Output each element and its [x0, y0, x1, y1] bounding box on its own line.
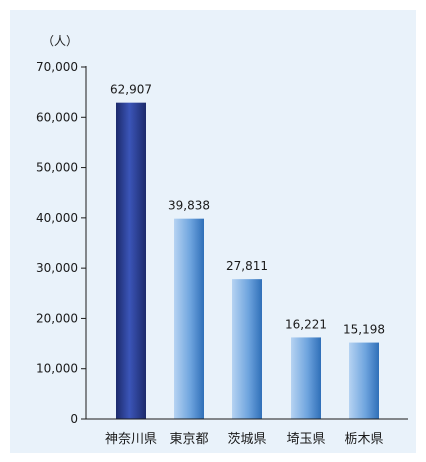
bar-value-label: 15,198: [343, 323, 385, 337]
bar: [349, 342, 379, 419]
bar: [291, 337, 321, 419]
y-tick-label: 0: [70, 412, 78, 426]
bar: [174, 218, 204, 419]
y-tick-label: 30,000: [36, 261, 78, 275]
bar-value-label: 62,907: [110, 83, 152, 97]
bar: [232, 279, 262, 419]
bar-value-label: 27,811: [226, 259, 268, 273]
y-tick-label: 50,000: [36, 161, 78, 175]
y-tick-label: 40,000: [36, 211, 78, 225]
y-axis-unit-label: （人）: [42, 34, 78, 48]
bar: [116, 102, 146, 419]
bar-value-label: 39,838: [168, 199, 210, 213]
chart-background: [10, 10, 416, 453]
category-label: 東京都: [169, 431, 208, 447]
category-label: 埼玉県: [286, 432, 325, 447]
y-tick-label: 70,000: [36, 60, 78, 74]
y-tick-label: 60,000: [36, 110, 78, 124]
category-label: 神奈川県: [105, 432, 157, 447]
y-tick-label: 10,000: [36, 362, 78, 376]
y-tick-label: 20,000: [36, 311, 78, 325]
bar-value-label: 16,221: [285, 317, 327, 331]
category-label: 茨城県: [227, 432, 266, 447]
category-label: 栃木県: [344, 432, 383, 447]
